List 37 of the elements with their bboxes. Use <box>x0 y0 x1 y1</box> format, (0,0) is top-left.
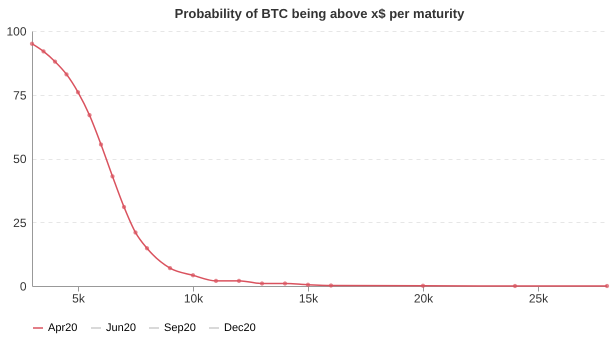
y-tick-label: 100 <box>6 24 27 38</box>
point <box>87 113 92 118</box>
point <box>260 281 264 286</box>
point <box>604 284 610 288</box>
legend-label: Jun20 <box>106 322 136 334</box>
y-tick-label: 0 <box>20 280 27 294</box>
point <box>306 282 310 287</box>
chart-title: Probability of BTC being above x$ per maturity <box>174 6 466 21</box>
y-tick-label: 75 <box>13 88 27 102</box>
point <box>122 204 126 210</box>
y-tick-label: 25 <box>13 216 27 230</box>
y-tick-label: 50 <box>13 152 27 166</box>
point <box>76 90 80 94</box>
point <box>144 246 150 250</box>
point <box>328 283 334 288</box>
point <box>236 278 242 284</box>
point <box>98 142 104 147</box>
point <box>420 284 426 288</box>
point <box>168 266 172 270</box>
point <box>110 174 115 178</box>
legend-label: Dec20 <box>224 322 256 334</box>
point <box>41 49 46 54</box>
x-tick-label: 10k <box>184 292 204 306</box>
x-tick-label: 15k <box>298 292 320 306</box>
legend-label: Apr20 <box>48 322 78 334</box>
point <box>30 42 34 46</box>
point <box>133 230 138 235</box>
point <box>64 72 69 76</box>
legend-label: Sep20 <box>164 322 196 334</box>
x-tick-label: 25k <box>528 292 550 306</box>
x-tick-label: 5k <box>72 292 86 306</box>
point <box>282 281 288 286</box>
point <box>52 59 58 64</box>
point <box>512 284 518 288</box>
point <box>214 278 218 284</box>
point <box>190 273 196 278</box>
x-tick-label: 20k <box>414 292 434 306</box>
